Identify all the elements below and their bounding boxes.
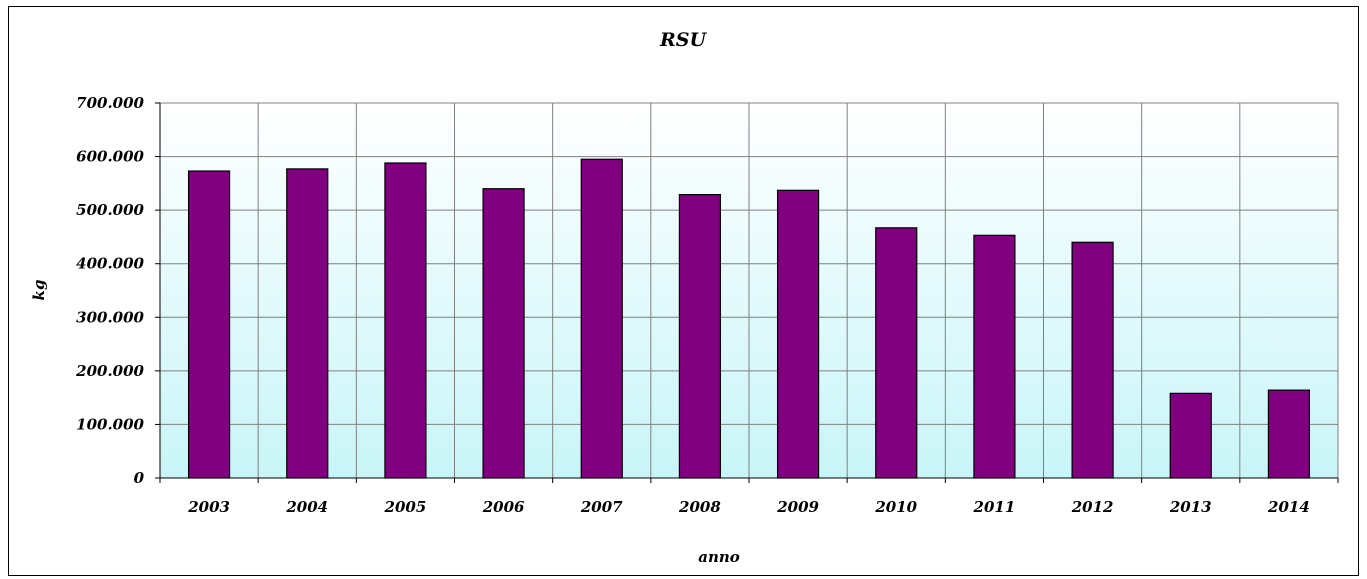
y-tick-label: 700.000 xyxy=(76,94,144,112)
axes xyxy=(155,102,1339,483)
x-tick-label: 2010 xyxy=(874,498,917,516)
y-tick-labels: 0 100.000 200.000 300.000 400.000 500.000 600.… xyxy=(75,94,144,487)
bar-2011 xyxy=(973,234,1016,479)
bar-2007 xyxy=(580,158,623,479)
x-tick-label: 2009 xyxy=(776,498,819,516)
bar-2005 xyxy=(384,162,427,479)
y-tick-label: 100.000 xyxy=(76,415,144,433)
y-axis-label: kg xyxy=(30,280,48,301)
bar-2012 xyxy=(1071,241,1114,479)
y-tick-label: 400.000 xyxy=(76,255,144,273)
bar-2010 xyxy=(875,227,918,479)
x-tick-label: 2003 xyxy=(187,498,230,516)
x-tick-label: 2005 xyxy=(384,498,427,516)
bar-2014 xyxy=(1267,389,1311,479)
x-tick-label: 2008 xyxy=(678,498,721,516)
bar-2008 xyxy=(678,194,722,479)
x-tick-label: 2006 xyxy=(482,498,525,516)
x-tick-label: 2014 xyxy=(1267,498,1310,516)
bar-2003 xyxy=(187,170,231,479)
bar-2013 xyxy=(1169,392,1212,479)
x-tick-label: 2004 xyxy=(285,498,328,516)
grid-lines xyxy=(160,102,1339,478)
bar-2006 xyxy=(482,188,525,479)
x-tick-label: 2013 xyxy=(1169,498,1212,516)
bars xyxy=(187,158,1311,479)
bar-2009 xyxy=(776,189,820,479)
chart-title: RSU xyxy=(659,29,708,51)
x-tick-label: 2012 xyxy=(1071,498,1114,516)
y-tick-label: 200.000 xyxy=(75,362,144,380)
x-axis-label: anno xyxy=(698,548,740,566)
x-tick-label: 2007 xyxy=(580,498,623,516)
bar-2004 xyxy=(286,168,329,479)
y-tick-label: 500.000 xyxy=(76,201,144,219)
x-tick-labels: 2003 2004 2005 2006 2007 2008 2009 2010 2011 2012… xyxy=(187,498,1310,516)
y-tick-label: 300.000 xyxy=(76,308,144,326)
y-tick-label: 600.000 xyxy=(76,148,144,166)
y-tick-label: 0 xyxy=(134,469,145,487)
x-tick-label: 2011 xyxy=(973,498,1016,516)
